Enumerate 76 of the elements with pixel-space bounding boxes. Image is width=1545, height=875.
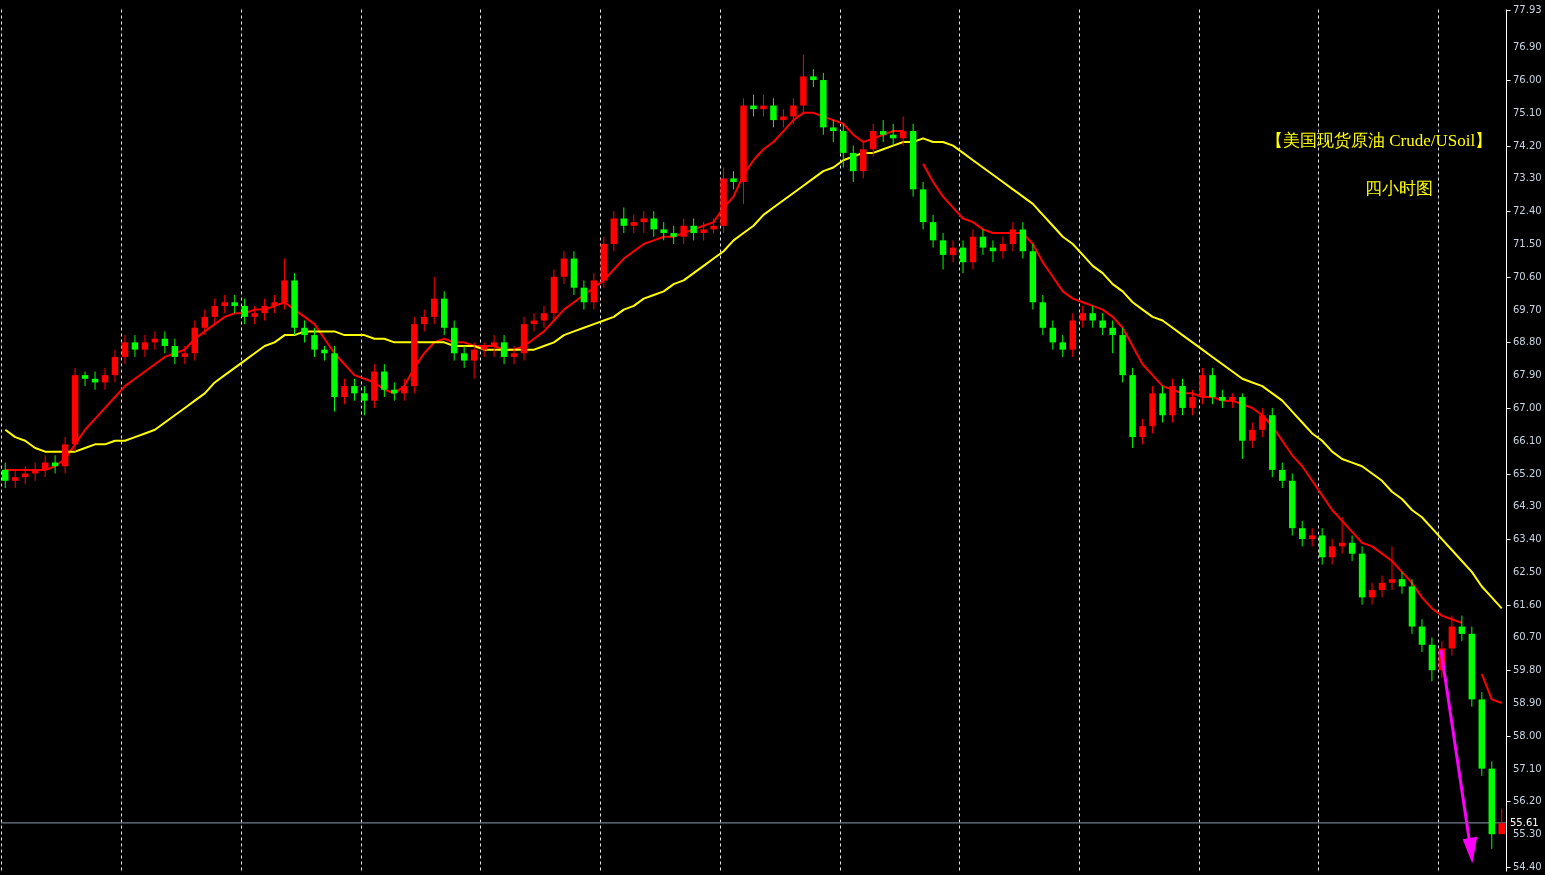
y-tick-label: 72.40 [1513,205,1542,217]
candlestick [1169,378,1176,424]
candlestick [1269,407,1276,478]
candlestick [840,123,847,168]
y-tick-label: 61.60 [1513,598,1542,610]
y-tick-label: 67.90 [1513,369,1542,381]
candlestick [780,108,787,128]
text: 【美国现货原油 Crude/USoil】 [1265,131,1493,150]
y-tick-label: 60.70 [1513,631,1542,643]
y-tick-label: 55.30 [1513,828,1542,840]
candlestick [670,225,677,245]
y-tick-label: 76.90 [1513,41,1542,53]
candlestick [1139,418,1146,445]
y-tick-label: 75.10 [1513,106,1542,118]
y-tick-label: 70.60 [1513,270,1542,282]
y-tick-label: 68.80 [1513,336,1542,348]
candlestick [1119,327,1126,383]
candlestick [331,345,338,413]
y-tick-label: 58.90 [1513,697,1542,709]
candlestick [1089,305,1096,329]
y-tick-label: 54.40 [1513,860,1542,872]
y-tick-label: 59.80 [1513,664,1542,676]
candlestick [411,316,418,394]
candlestick [660,221,667,241]
y-tick-label: 57.10 [1513,762,1542,774]
y-tick-label: 58.00 [1513,729,1542,741]
y-tick-label: 56.20 [1513,795,1542,807]
y-tick-label: 67.00 [1513,401,1542,413]
candlestick [1079,305,1086,329]
y-tick-label: 63.40 [1513,533,1542,545]
candlestick [1179,378,1186,416]
y-tick-label: 76.00 [1513,74,1542,86]
y-tick-label: 69.70 [1513,303,1542,315]
candlestick [830,119,837,143]
candlestick [1219,389,1226,409]
candlestick [271,294,278,314]
candlestick [1129,367,1136,449]
candlestick [291,272,298,336]
y-tick-label: 66.10 [1513,434,1542,446]
ref-line-label: 55.61 [1510,816,1539,828]
candlestick [820,72,827,136]
candlestick [221,294,228,314]
candlestick [371,363,378,409]
candlestick [700,221,707,241]
candlestick [281,258,288,311]
y-tick-label: 62.50 [1513,565,1542,577]
candlestick [241,298,248,325]
candlestick [361,385,368,416]
candlestick [1229,392,1236,409]
text: 四小时图 [1365,179,1433,198]
y-tick-label: 73.30 [1513,172,1542,184]
candlestick [1189,389,1196,416]
y-tick-label: 65.20 [1513,467,1542,479]
candlestick [810,68,817,88]
candlestick [1149,385,1156,434]
candlestick [1159,385,1166,424]
y-tick-label: 71.50 [1513,237,1542,249]
candlestick [680,217,687,245]
candlestick [341,378,348,405]
candlestick [1249,422,1256,449]
candlestick [231,294,238,314]
candlestick [1259,407,1266,438]
candlestick [1279,462,1286,489]
y-tick-label: 64.30 [1513,500,1542,512]
candlestick [850,145,857,183]
candlestick [1239,392,1246,460]
candlestick [251,305,258,325]
candlestick [1209,367,1216,405]
candlestick [720,166,727,234]
y-tick-label: 74.20 [1513,139,1542,151]
candlestick [730,170,737,190]
y-tick-label: 77.93 [1513,3,1542,15]
candlestick [311,327,318,358]
candlestick [1199,367,1206,405]
candlestick [650,210,657,238]
candlestick [381,363,388,398]
